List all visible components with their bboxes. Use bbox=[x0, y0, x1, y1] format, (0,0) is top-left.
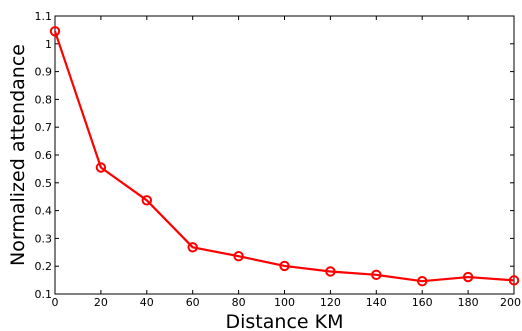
data-point bbox=[325, 266, 336, 277]
data-point bbox=[279, 260, 290, 272]
data-point bbox=[49, 26, 61, 37]
axis-ticks bbox=[54, 15, 515, 295]
x-tick-label: 0 bbox=[52, 296, 59, 309]
y-tick-label: 0.3 bbox=[35, 232, 53, 245]
data-point bbox=[462, 271, 474, 283]
tick-labels: 0 20 40 60 80 100 120 140 160 180 200 0.1 0.2 0.3 0.4 0… bbox=[35, 10, 522, 309]
x-axis-title: Distance KM bbox=[226, 311, 344, 331]
data-point bbox=[417, 276, 428, 287]
y-tick-label: 0.8 bbox=[35, 93, 53, 106]
y-axis-title: Normalized attendance bbox=[7, 44, 29, 266]
x-tick-label: 180 bbox=[458, 296, 479, 309]
data-point bbox=[95, 162, 107, 173]
y-tick-label: 0.6 bbox=[35, 149, 53, 162]
x-tick-label: 80 bbox=[232, 296, 246, 309]
y-tick-label: 0.9 bbox=[35, 66, 53, 79]
data-point bbox=[187, 242, 198, 253]
x-tick-label: 200 bbox=[500, 296, 521, 309]
series-layer bbox=[49, 26, 520, 287]
data-point bbox=[141, 195, 153, 206]
y-tick-label: 1.1 bbox=[35, 10, 53, 23]
y-tick-label: 0.5 bbox=[35, 177, 53, 190]
series-line bbox=[53, 30, 515, 283]
data-point bbox=[508, 275, 520, 286]
y-tick-label: 0.4 bbox=[35, 205, 53, 218]
data-point bbox=[371, 269, 382, 281]
x-tick-label: 140 bbox=[366, 296, 387, 309]
y-tick-label: 0.2 bbox=[35, 260, 53, 273]
data-point bbox=[233, 250, 244, 262]
x-tick-label: 160 bbox=[412, 296, 433, 309]
plot-area bbox=[54, 15, 515, 295]
x-tick-label: 20 bbox=[94, 296, 108, 309]
x-tick-label: 60 bbox=[186, 296, 200, 309]
y-tick-label: 0.1 bbox=[35, 288, 53, 301]
x-tick-label: 40 bbox=[140, 296, 154, 309]
x-tick-label: 120 bbox=[320, 296, 341, 309]
x-tick-label: 100 bbox=[274, 296, 295, 309]
y-tick-label: 1 bbox=[45, 38, 52, 51]
y-tick-label: 0.7 bbox=[35, 121, 53, 134]
